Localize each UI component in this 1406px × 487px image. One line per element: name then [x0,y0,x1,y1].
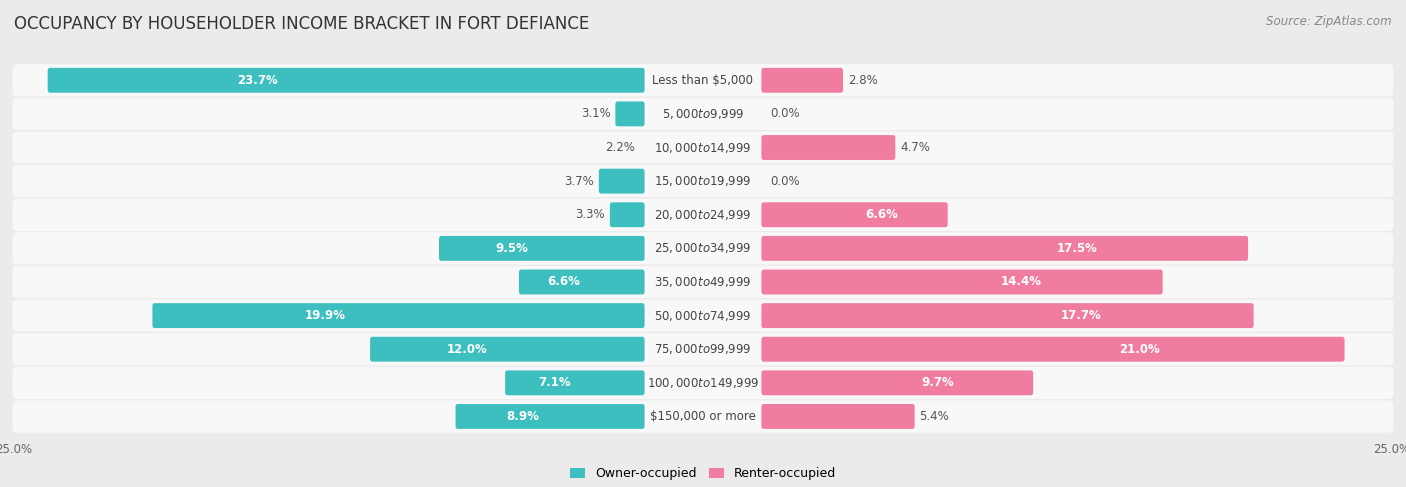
FancyBboxPatch shape [13,131,1393,164]
Text: Less than $5,000: Less than $5,000 [652,74,754,87]
FancyBboxPatch shape [505,371,644,395]
FancyBboxPatch shape [439,236,644,261]
Text: 0.0%: 0.0% [770,108,800,120]
FancyBboxPatch shape [599,169,644,193]
Text: OCCUPANCY BY HOUSEHOLDER INCOME BRACKET IN FORT DEFIANCE: OCCUPANCY BY HOUSEHOLDER INCOME BRACKET … [14,15,589,33]
Text: 7.1%: 7.1% [538,376,571,389]
Text: 2.8%: 2.8% [848,74,877,87]
Text: 14.4%: 14.4% [1001,276,1042,288]
FancyBboxPatch shape [13,333,1393,365]
FancyBboxPatch shape [762,202,948,227]
FancyBboxPatch shape [48,68,644,93]
FancyBboxPatch shape [13,300,1393,332]
FancyBboxPatch shape [152,303,644,328]
FancyBboxPatch shape [13,165,1393,197]
Text: $75,000 to $99,999: $75,000 to $99,999 [654,342,752,356]
Text: $10,000 to $14,999: $10,000 to $14,999 [654,141,752,154]
Text: $20,000 to $24,999: $20,000 to $24,999 [654,208,752,222]
FancyBboxPatch shape [616,101,644,126]
Text: $5,000 to $9,999: $5,000 to $9,999 [662,107,744,121]
Text: 0.0%: 0.0% [770,175,800,187]
FancyBboxPatch shape [762,303,1254,328]
Text: 17.5%: 17.5% [1057,242,1098,255]
Text: 8.9%: 8.9% [506,410,538,423]
Text: 17.7%: 17.7% [1060,309,1101,322]
FancyBboxPatch shape [456,404,644,429]
Text: 3.7%: 3.7% [564,175,595,187]
Text: $25,000 to $34,999: $25,000 to $34,999 [654,242,752,255]
FancyBboxPatch shape [519,269,644,295]
Text: 9.7%: 9.7% [921,376,953,389]
Text: 6.6%: 6.6% [866,208,898,221]
FancyBboxPatch shape [13,400,1393,432]
Text: $150,000 or more: $150,000 or more [650,410,756,423]
FancyBboxPatch shape [13,64,1393,96]
Text: 9.5%: 9.5% [495,242,529,255]
Text: 12.0%: 12.0% [447,343,488,356]
FancyBboxPatch shape [610,202,644,227]
FancyBboxPatch shape [762,269,1163,295]
Text: 3.3%: 3.3% [575,208,605,221]
Text: $100,000 to $149,999: $100,000 to $149,999 [647,376,759,390]
Text: $50,000 to $74,999: $50,000 to $74,999 [654,309,752,322]
FancyBboxPatch shape [370,337,644,362]
FancyBboxPatch shape [13,98,1393,130]
Legend: Owner-occupied, Renter-occupied: Owner-occupied, Renter-occupied [565,462,841,485]
FancyBboxPatch shape [762,236,1249,261]
Text: 4.7%: 4.7% [900,141,929,154]
Text: 6.6%: 6.6% [547,276,581,288]
FancyBboxPatch shape [762,371,1033,395]
Text: Source: ZipAtlas.com: Source: ZipAtlas.com [1267,15,1392,28]
Text: $35,000 to $49,999: $35,000 to $49,999 [654,275,752,289]
Text: 2.2%: 2.2% [606,141,636,154]
FancyBboxPatch shape [13,367,1393,399]
Text: 23.7%: 23.7% [236,74,277,87]
Text: 3.1%: 3.1% [581,108,610,120]
FancyBboxPatch shape [13,232,1393,264]
FancyBboxPatch shape [762,68,844,93]
Text: $15,000 to $19,999: $15,000 to $19,999 [654,174,752,188]
Text: 21.0%: 21.0% [1119,343,1160,356]
FancyBboxPatch shape [13,199,1393,231]
FancyBboxPatch shape [762,404,915,429]
Text: 19.9%: 19.9% [305,309,346,322]
FancyBboxPatch shape [762,337,1344,362]
Text: 5.4%: 5.4% [920,410,949,423]
FancyBboxPatch shape [13,266,1393,298]
FancyBboxPatch shape [762,135,896,160]
